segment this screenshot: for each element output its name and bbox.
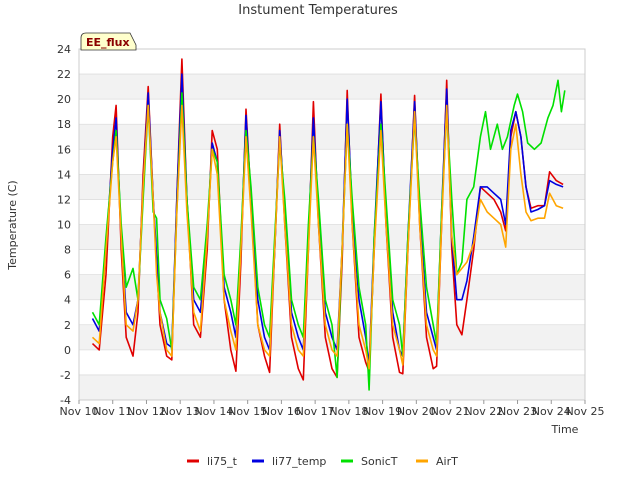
legend-item: AirT xyxy=(416,455,458,468)
x-tick-label: Nov 18 xyxy=(329,405,368,418)
legend-label: li75_t xyxy=(207,455,238,468)
plot-band xyxy=(79,74,585,100)
plot-band xyxy=(79,174,585,200)
x-tick-label: Nov 21 xyxy=(431,405,470,418)
y-tick-label: 22 xyxy=(57,68,71,81)
x-tick-label: Nov 10 xyxy=(60,405,99,418)
x-tick-label: Nov 19 xyxy=(363,405,402,418)
plot-band xyxy=(79,49,585,75)
y-tick-label: 4 xyxy=(64,294,71,307)
plot-background-bands xyxy=(79,49,585,400)
series-line-airt xyxy=(91,104,564,370)
plot-band xyxy=(79,149,585,175)
y-tick-label: 6 xyxy=(64,269,71,282)
x-tick-label: Nov 15 xyxy=(228,405,267,418)
badge-label: EE_flux xyxy=(86,36,130,49)
plot-band xyxy=(79,224,585,250)
chart-title: Instument Temperatures xyxy=(238,3,398,18)
plot-band xyxy=(79,274,585,300)
legend-item: li75_t xyxy=(187,455,238,468)
x-tick-label: Nov 14 xyxy=(194,405,233,418)
plot-band xyxy=(79,249,585,275)
x-tick-label: Nov 20 xyxy=(397,405,436,418)
y-tick-label: 8 xyxy=(64,244,71,257)
series-line-sonict xyxy=(91,79,566,391)
ee-flux-badge: EE_flux xyxy=(80,32,137,51)
legend: li75_t li77_temp SonicT AirT xyxy=(187,455,458,468)
y-tick-label: 10 xyxy=(57,219,71,232)
y-tick-label: 16 xyxy=(57,143,71,156)
y-tick-label: 20 xyxy=(57,93,71,106)
plot-band xyxy=(79,374,585,400)
series-line-li75-t xyxy=(91,58,564,381)
y-tick-label: 14 xyxy=(57,168,71,181)
plot-frame xyxy=(78,48,586,401)
x-tick-label: Nov 22 xyxy=(464,405,503,418)
y-tick-label: 24 xyxy=(57,43,71,56)
legend-label: SonicT xyxy=(361,455,398,468)
x-tick-label: Nov 25 xyxy=(566,405,605,418)
legend-item: li77_temp xyxy=(252,455,326,468)
y-tick-label: 2 xyxy=(64,319,71,332)
y-tick-label: 18 xyxy=(57,118,71,131)
x-tick-label: Nov 24 xyxy=(532,405,571,418)
x-tick-label: Nov 12 xyxy=(127,405,166,418)
x-tick-label: Nov 16 xyxy=(262,405,301,418)
plot-band xyxy=(79,299,585,325)
legend-label: li77_temp xyxy=(272,455,326,468)
x-tick-label: Nov 23 xyxy=(498,405,537,418)
plot-band xyxy=(79,124,585,150)
y-tick-label: 12 xyxy=(57,193,71,206)
y-tick-label: 0 xyxy=(64,344,71,357)
legend-item: SonicT xyxy=(341,455,398,468)
y-axis-label: Temperature (C) xyxy=(6,180,19,270)
x-axis-label: Time xyxy=(551,423,579,436)
legend-label: AirT xyxy=(436,455,458,468)
plot-band xyxy=(79,99,585,125)
x-tick-label: Nov 13 xyxy=(161,405,200,418)
x-tick-label: Nov 17 xyxy=(296,405,335,418)
plot-band xyxy=(79,349,585,375)
x-tick-label: Nov 11 xyxy=(93,405,132,418)
y-tick-label: -2 xyxy=(60,369,71,382)
series-layer xyxy=(91,58,566,391)
y-tick-label: -4 xyxy=(60,394,71,407)
badge-shape xyxy=(80,32,137,51)
